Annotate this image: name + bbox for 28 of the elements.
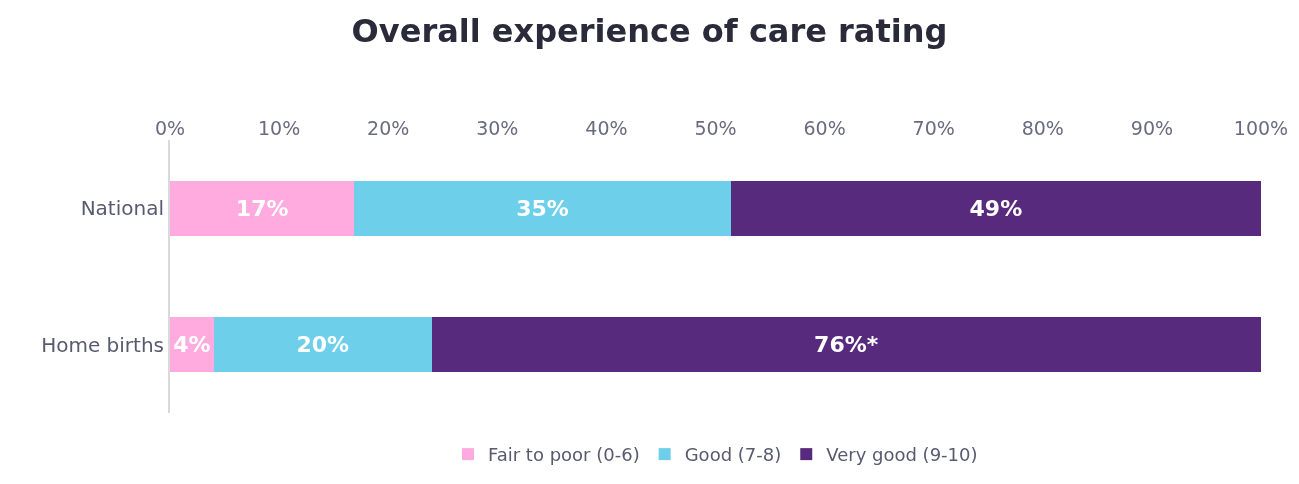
- data-label: 20%: [296, 332, 350, 358]
- bar: [170, 180, 355, 236]
- x-tick-label: 20%: [367, 117, 410, 140]
- x-tick-label: 80%: [1021, 117, 1064, 140]
- bar: [431, 317, 1261, 373]
- y-tick-label: National: [80, 196, 164, 221]
- x-tick-label: 100%: [1233, 117, 1289, 140]
- data-label: 49%: [969, 195, 1023, 221]
- legend-label: Fair to poor (0-6): [488, 444, 640, 466]
- y-tick-label: Home births: [41, 332, 164, 357]
- x-tick-label: 40%: [585, 117, 628, 140]
- x-tick-label: 10%: [257, 117, 301, 140]
- x-tick-label: 90%: [1130, 117, 1174, 140]
- data-label: 35%: [516, 195, 569, 221]
- x-tick-label: 60%: [803, 117, 846, 140]
- x-tick-label: 50%: [694, 117, 737, 140]
- legend-label: Good (7-8): [684, 444, 782, 466]
- bar: [354, 180, 731, 236]
- data-label: 4%: [173, 332, 211, 358]
- bar: [730, 180, 1261, 236]
- data-label: 76%*: [814, 332, 879, 358]
- chart-title: Overall experience of care rating: [351, 11, 948, 50]
- bar: [213, 317, 432, 373]
- x-tick-label: 0%: [154, 117, 186, 140]
- data-label: 17%: [235, 195, 289, 221]
- legend-label: Very good (9-10): [826, 444, 978, 466]
- x-tick-label: 30%: [476, 117, 519, 140]
- x-tick-label: 70%: [912, 117, 955, 140]
